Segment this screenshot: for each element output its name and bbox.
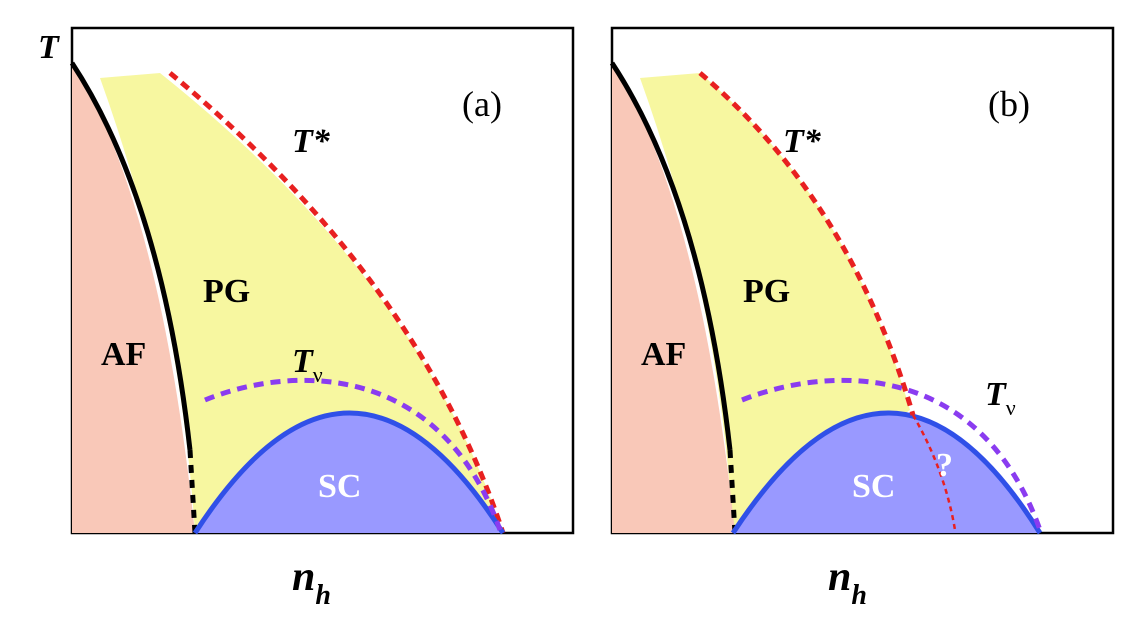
sc-label: SC [318, 468, 361, 505]
af-boundary [609, 61, 733, 451]
af-boundary [69, 61, 193, 451]
x-axis-label: nh [828, 554, 867, 611]
panel-b: (b) T* PG AF Tν SC ? nh [609, 26, 1115, 611]
af-label: AF [641, 336, 686, 373]
t-nu-line [204, 377, 503, 531]
t-nu-line [741, 377, 1043, 531]
t-nu-sub: ν [1006, 395, 1016, 420]
sc-boundary [730, 410, 1043, 535]
panel-label: (b) [988, 84, 1030, 124]
question-label: ? [936, 447, 953, 484]
panel-label: (a) [462, 84, 502, 124]
pg-region [640, 73, 910, 533]
sc-label: SC [852, 468, 895, 505]
t-nu-main: T [985, 376, 1007, 413]
pg-label: PG [203, 273, 250, 310]
af-region [612, 63, 735, 533]
af-region [72, 63, 195, 533]
x-axis-sub: h [315, 580, 331, 611]
t-star-label: T* [292, 123, 331, 160]
x-axis-main: n [828, 554, 851, 600]
pg-label: PG [743, 273, 790, 310]
y-axis-label: T [38, 29, 60, 66]
panel-a: (a) T* PG AF Tν SC nh [69, 26, 575, 611]
sc-boundary [192, 410, 506, 535]
af-label: AF [101, 336, 146, 373]
x-axis-label: nh [292, 554, 331, 611]
t-star-line [168, 71, 506, 534]
t-star-label: T* [783, 123, 822, 160]
t-star-extension [911, 414, 957, 531]
x-axis-sub: h [851, 580, 867, 611]
t-nu-label: Tν [985, 376, 1016, 420]
x-axis-main: n [292, 554, 315, 600]
t-nu-sub: ν [313, 362, 323, 387]
t-star-line [698, 71, 916, 416]
t-nu-label: Tν [292, 343, 323, 387]
t-nu-main: T [292, 343, 314, 380]
pg-region [100, 73, 503, 533]
